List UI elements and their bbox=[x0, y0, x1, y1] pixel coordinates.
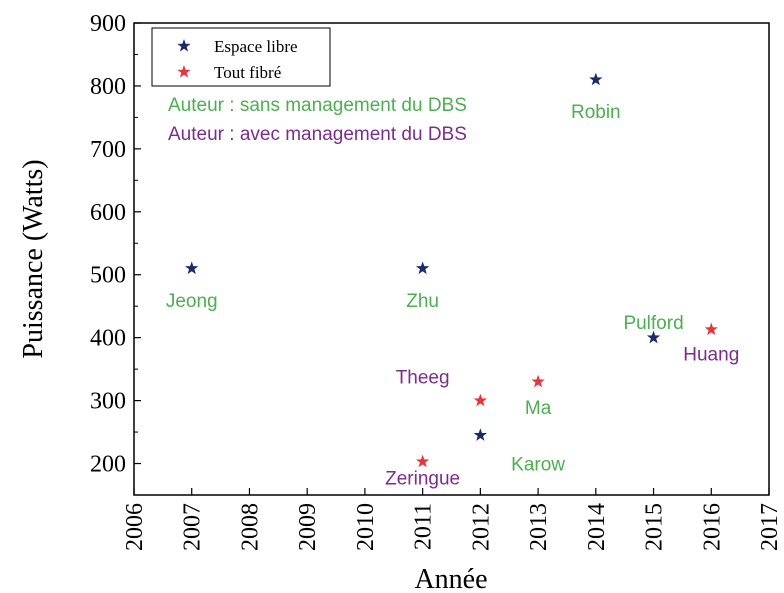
legend-note: Auteur : sans management du DBS bbox=[168, 95, 467, 116]
legend-star-icon bbox=[177, 65, 191, 78]
data-label: Huang bbox=[683, 344, 739, 365]
data-point bbox=[704, 322, 718, 336]
x-tick-label: 2015 bbox=[642, 503, 668, 551]
x-tick-label: 2009 bbox=[295, 503, 321, 551]
x-tick-label: 2017 bbox=[757, 503, 783, 551]
x-tick-label: 2008 bbox=[237, 503, 263, 551]
legend-note: Auteur : avec management du DBS bbox=[168, 124, 467, 145]
y-tick-label: 300 bbox=[90, 389, 126, 415]
data-point bbox=[415, 454, 430, 468]
legend-notes: Auteur : sans management du DBS Auteur : … bbox=[168, 95, 467, 145]
y-tick-label: 800 bbox=[90, 74, 126, 100]
y-axis-label: Puissance (Watts) bbox=[18, 159, 49, 358]
data-point bbox=[473, 428, 488, 441]
x-tick-label: 2006 bbox=[122, 503, 148, 551]
data-point bbox=[646, 330, 661, 344]
y-tick-label: 700 bbox=[90, 137, 126, 163]
y-axis: 200 300 400 500 600 700 800 900 bbox=[90, 11, 141, 496]
x-tick-label: 2013 bbox=[526, 503, 552, 551]
y-tick-label: 900 bbox=[90, 11, 126, 37]
legend: Espace libre Tout fibré bbox=[151, 27, 331, 87]
y-tick-label: 400 bbox=[90, 326, 126, 352]
legend-entry-label: Tout fibré bbox=[214, 63, 281, 82]
y-tick-label: 200 bbox=[90, 452, 126, 478]
y-tick-label: 500 bbox=[90, 263, 126, 289]
x-tick-label: 2016 bbox=[699, 503, 725, 551]
y-tick-label: 600 bbox=[90, 200, 126, 226]
data-label: Zhu bbox=[406, 291, 439, 312]
data-label: Robin bbox=[571, 102, 621, 123]
data-label: Zeringue bbox=[385, 468, 460, 489]
data-point bbox=[473, 393, 488, 407]
x-tick-label: 2011 bbox=[411, 503, 437, 550]
x-axis: 2006 2007 2008 2009 2010 2011 2012 2013 2014 2015… bbox=[122, 488, 783, 551]
data-point bbox=[531, 374, 545, 388]
data-point bbox=[589, 72, 603, 86]
x-tick-label: 2012 bbox=[468, 503, 494, 551]
data-label: Ma bbox=[525, 398, 552, 419]
x-axis-label: Année bbox=[414, 564, 487, 593]
legend-entry-label: Espace libre bbox=[214, 37, 298, 56]
data-label: Jeong bbox=[166, 291, 218, 312]
data-label: Pulford bbox=[623, 313, 683, 334]
data-point bbox=[415, 261, 430, 275]
data-point bbox=[185, 261, 199, 275]
data-label: Theeg bbox=[396, 368, 450, 389]
data-label: Karow bbox=[511, 455, 565, 476]
data-points bbox=[185, 72, 718, 468]
x-tick-label: 2010 bbox=[353, 503, 379, 551]
x-tick-label: 2014 bbox=[584, 503, 610, 551]
x-tick-label: 2007 bbox=[180, 503, 206, 551]
legend-star-icon bbox=[177, 39, 191, 52]
plot-area bbox=[133, 22, 770, 496]
